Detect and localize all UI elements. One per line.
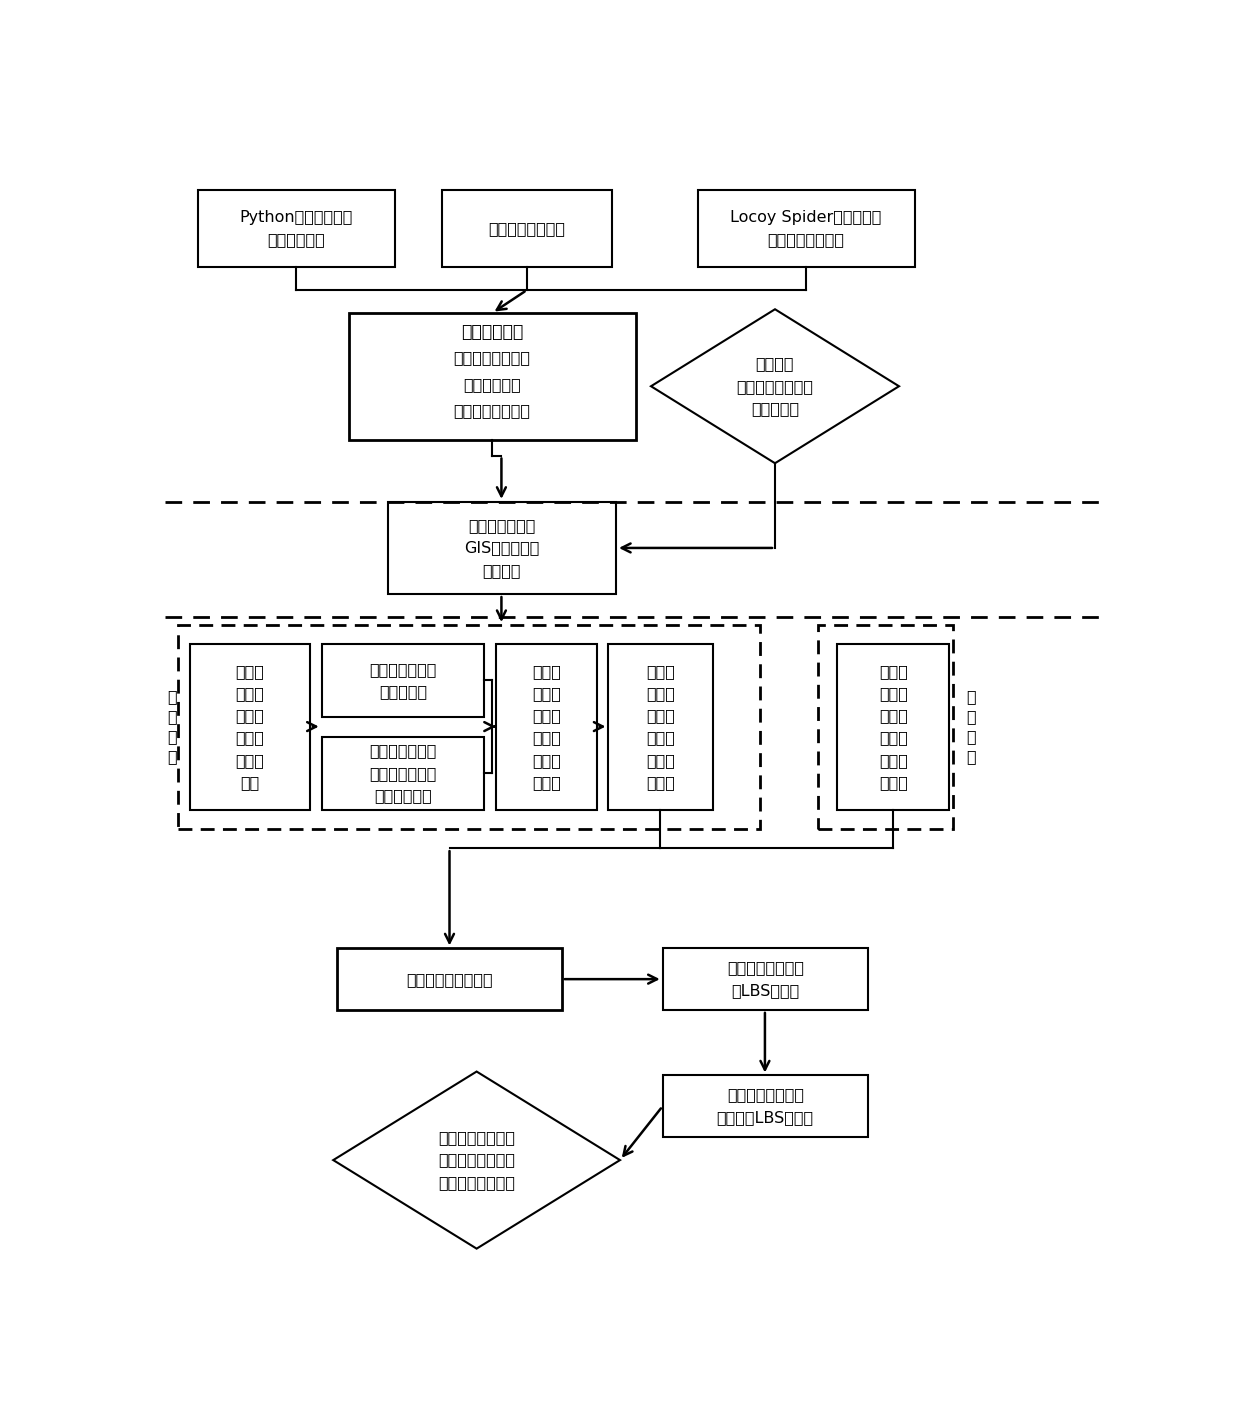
Bar	[817, 624, 954, 829]
Bar	[321, 644, 485, 717]
Text: 计算各
空间单
元社会
停车需
求的密
度分布: 计算各 空间单 元社会 停车需 求的密 度分布	[879, 664, 908, 791]
Text: 二
次
判
定: 二 次 判 定	[966, 690, 976, 764]
Text: 一
次
判
定: 一 次 判 定	[167, 690, 177, 764]
Bar	[496, 644, 596, 809]
Polygon shape	[651, 309, 899, 464]
Text: 企业从业人数数据: 企业从业人数数据	[454, 404, 531, 418]
Text: 使用者时间分布
的当量比例: 使用者时间分布 的当量比例	[370, 663, 436, 700]
Text: 将各类
数据要
素按照
交通小
区进行
汇总: 将各类 数据要 素按照 交通小 区进行 汇总	[236, 664, 264, 791]
Bar	[609, 644, 713, 809]
Text: 小区及其建成年代
的分布（LBS数据）: 小区及其建成年代 的分布（LBS数据）	[717, 1088, 813, 1125]
Bar	[337, 948, 562, 1010]
Bar	[387, 502, 616, 594]
Bar	[348, 313, 635, 441]
Text: 交通小区划分；
GIS空间落位；
坐标纠偏: 交通小区划分； GIS空间落位； 坐标纠偏	[464, 518, 539, 577]
Bar	[321, 737, 485, 809]
Text: 新浪微博文本数据: 新浪微博文本数据	[454, 351, 531, 365]
Text: 按照权
重关系
计算各
单元的
潜在匹
配地段: 按照权 重关系 计算各 单元的 潜在匹 配地段	[646, 664, 675, 791]
Bar	[697, 191, 915, 267]
Text: 潜在匹配地段的遴选: 潜在匹配地段的遴选	[407, 971, 492, 987]
Bar	[179, 624, 759, 829]
Bar	[662, 948, 868, 1010]
Text: 工作底图
城市（区域边界）
现状道路网: 工作底图 城市（区域边界） 现状道路网	[737, 357, 813, 417]
Text: 居住人口普查数据: 居住人口普查数据	[489, 220, 565, 236]
Bar	[441, 191, 613, 267]
Text: 将各类数据要素
标准化处理并分
别计算职住比: 将各类数据要素 标准化处理并分 别计算职住比	[370, 744, 436, 803]
Text: 居住人口数据: 居住人口数据	[464, 377, 521, 392]
Bar	[837, 644, 950, 809]
Text: 均方差
法和特
菲尔法
计算各
类职住
比权重: 均方差 法和特 菲尔法 计算各 类职住 比权重	[532, 664, 560, 791]
Text: 识别出匹配社会停
车需求的住区车位
分布及其覆盖范围: 识别出匹配社会停 车需求的住区车位 分布及其覆盖范围	[438, 1130, 515, 1190]
Bar	[197, 191, 396, 267]
Polygon shape	[334, 1072, 620, 1249]
Text: 主要数据来源: 主要数据来源	[461, 323, 523, 341]
Text: 小区停车场的分布
（LBS数据）: 小区停车场的分布 （LBS数据）	[727, 960, 804, 998]
Text: Locoy Spider软件对企业
数据进行地址解析: Locoy Spider软件对企业 数据进行地址解析	[730, 210, 882, 247]
Text: Python工具获取新浪
微博文本数据: Python工具获取新浪 微博文本数据	[239, 210, 353, 247]
Bar	[662, 1075, 868, 1138]
Bar	[190, 644, 310, 809]
